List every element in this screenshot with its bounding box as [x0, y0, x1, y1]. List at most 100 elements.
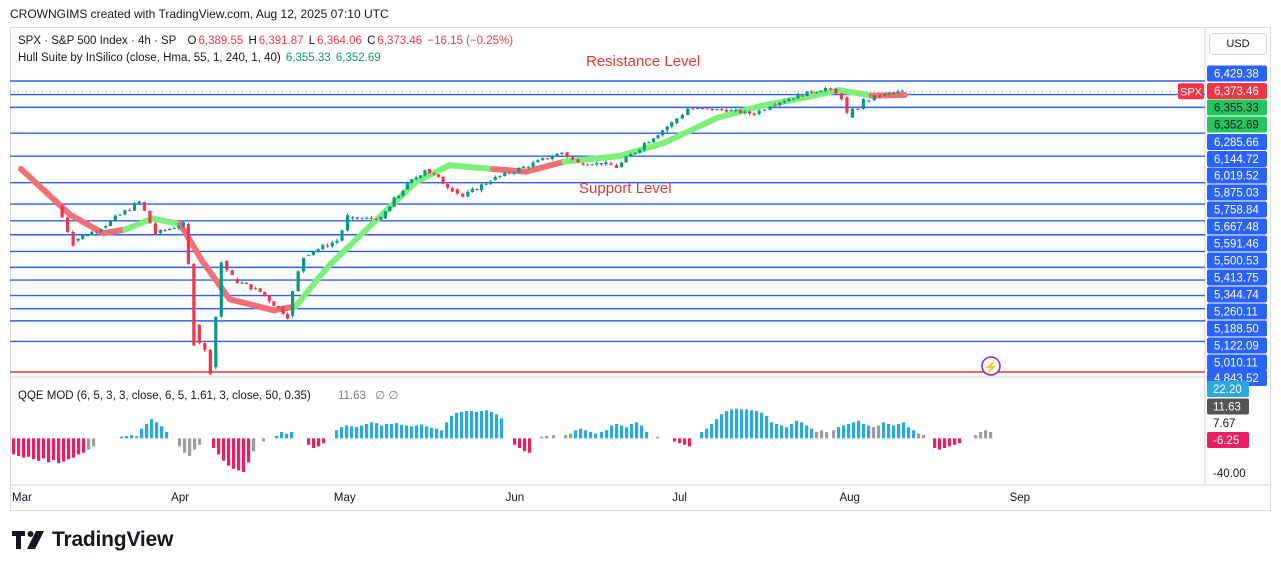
candle-body	[461, 193, 465, 197]
qqe-bar	[22, 438, 26, 458]
price-tag-bg	[1207, 116, 1267, 133]
qqe-bar	[262, 438, 266, 442]
candle-body	[414, 177, 418, 180]
hull-segment	[489, 165, 529, 175]
qqe-bar	[430, 427, 434, 439]
qqe-tag-bg	[1207, 398, 1249, 415]
symbol-legend[interactable]: SPX · S&P 500 Index · 4h · SP O 6,389.55 …	[18, 35, 515, 47]
flash-alert-icon[interactable]	[981, 356, 1001, 376]
qqe-bar	[160, 426, 164, 439]
qqe-bar	[178, 438, 182, 447]
qqe-legend[interactable]: QQE MOD (6, 5, 3, 3, close, 6, 5, 1.61, …	[18, 388, 398, 402]
candle-body	[828, 88, 833, 90]
qqe-bar	[750, 410, 754, 439]
candle-body	[512, 172, 516, 174]
symbol-title[interactable]: SPX · S&P 500 Index · 4h · SP	[18, 35, 177, 47]
candle-body	[267, 295, 271, 302]
qqe-bar	[760, 412, 764, 439]
candle-body	[335, 240, 339, 243]
price-tag-bg	[1207, 218, 1267, 235]
candle-body	[230, 270, 234, 276]
candle-body	[219, 262, 223, 317]
candle-body	[570, 157, 575, 160]
candle-body	[263, 291, 267, 296]
qqe-bar	[989, 431, 993, 439]
candle-body	[856, 108, 860, 110]
qqe-scale-label: -40.00	[1213, 468, 1246, 480]
qqe-bar	[193, 438, 197, 450]
qqe-bar	[785, 427, 789, 439]
candle-body	[656, 135, 660, 139]
currency-button[interactable]: USD	[1209, 33, 1267, 55]
qqe-bar	[227, 438, 231, 466]
qqe-bar	[810, 428, 814, 439]
qqe-bar	[37, 438, 41, 461]
tradingview-logo[interactable]: TradingView	[12, 528, 173, 552]
candle-body	[181, 222, 185, 227]
hull-segment	[177, 221, 206, 264]
hull-segment	[802, 87, 842, 101]
price-scale-label: 6,373.46	[1214, 86, 1259, 98]
qqe-bar	[17, 438, 21, 456]
price-tag-bg	[1207, 65, 1267, 82]
qqe-bar	[67, 438, 71, 460]
candle-body	[661, 130, 665, 136]
open-label: O	[187, 35, 197, 47]
symbol-tag: SPX	[1180, 86, 1203, 98]
candle-body	[369, 217, 374, 219]
qqe-bar	[400, 424, 404, 439]
qqe-bar	[795, 420, 799, 439]
candle-body	[281, 307, 285, 315]
candle-body	[691, 108, 695, 110]
qqe-bar	[312, 438, 316, 448]
qqe-bar	[922, 435, 926, 439]
time-axis-label: Apr	[171, 492, 189, 504]
hull-legend[interactable]: Hull Suite by InSilico (close, Hma, 55, …	[18, 52, 383, 64]
qqe-bar	[700, 431, 704, 439]
qqe-bar	[317, 438, 321, 447]
qqe-bar	[130, 435, 134, 439]
candle-body	[624, 156, 628, 163]
candle-body	[137, 201, 141, 204]
candle-body	[545, 158, 550, 160]
qqe-tag-bg	[1207, 381, 1249, 397]
qqe-null-icons: ∅ ∅	[375, 390, 399, 402]
price-scale-label: 5,758.84	[1214, 205, 1259, 217]
close-label: C	[367, 35, 376, 47]
hull-label[interactable]: Hull Suite by InSilico (close, Hma, 55, …	[18, 52, 281, 64]
qqe-bar	[540, 436, 544, 439]
hull-segment	[100, 226, 129, 237]
qqe-bar	[275, 435, 279, 439]
qqe-bar	[735, 408, 739, 439]
qqe-bar	[545, 435, 549, 439]
candle-body	[796, 94, 800, 99]
candle-body	[450, 187, 454, 192]
qqe-bar	[513, 438, 517, 445]
candle-body	[441, 176, 445, 184]
qqe-scale-label: 22.20	[1213, 384, 1242, 396]
candle-body	[503, 172, 507, 176]
hull-segment	[616, 140, 667, 160]
qqe-bar	[385, 423, 389, 439]
qqe-bar	[480, 411, 484, 439]
qqe-bar	[584, 430, 588, 439]
qqe-bar	[862, 423, 866, 439]
qqe-bar	[450, 415, 454, 439]
candle-body	[782, 101, 786, 103]
qqe-bar	[775, 423, 779, 439]
candle-body	[787, 99, 791, 102]
candle-body	[302, 257, 306, 272]
candle-body	[850, 108, 855, 118]
qqe-label[interactable]: QQE MOD (6, 5, 3, 3, close, 6, 5, 1.61, …	[18, 390, 311, 402]
time-axis-label: Jun	[506, 492, 525, 504]
qqe-bar	[120, 436, 124, 439]
candle-body	[609, 163, 613, 166]
candle-body	[550, 156, 554, 159]
qqe-bar	[610, 425, 614, 439]
candle-body	[436, 174, 441, 177]
candle-body	[225, 260, 229, 271]
qqe-bar	[455, 412, 459, 439]
candle-body	[123, 210, 127, 215]
candle-body	[819, 90, 823, 93]
